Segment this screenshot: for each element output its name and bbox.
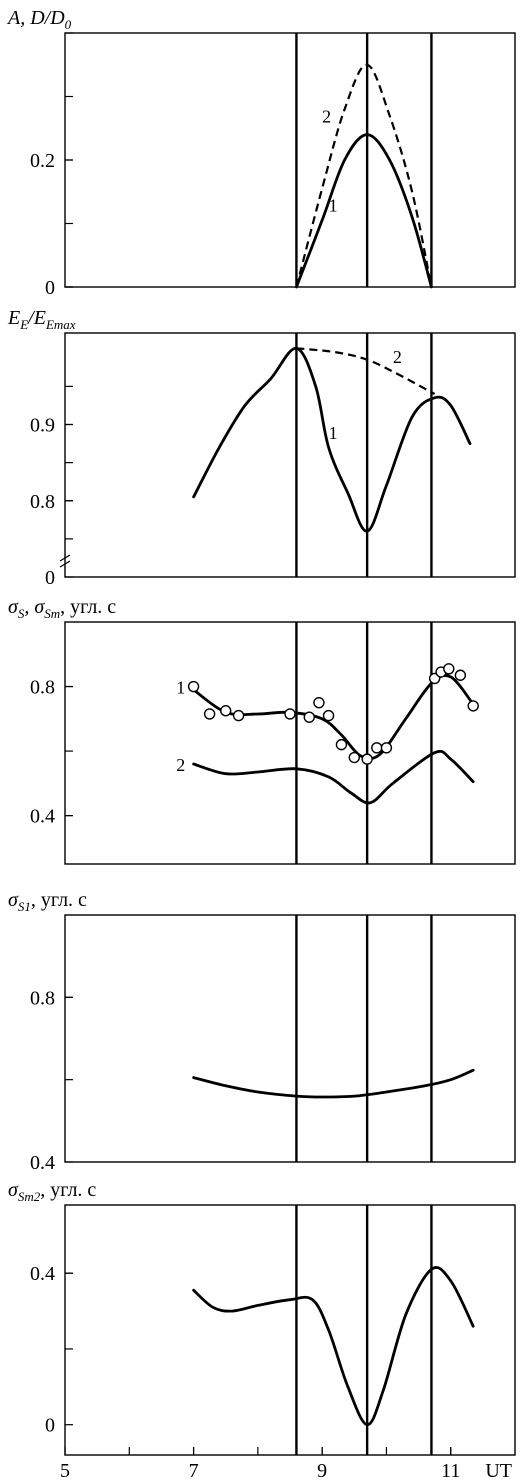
title-part-title_tail: , угл. с <box>60 596 116 618</box>
plot-frame <box>64 32 516 288</box>
title-part-title_tail: , угл. с <box>31 889 87 911</box>
data-point <box>335 738 348 751</box>
data-point <box>303 711 315 723</box>
y-tick-label: 0.2 <box>30 150 55 172</box>
plot-frame <box>64 621 516 865</box>
y-tick-label: 0.4 <box>30 1263 55 1285</box>
panel-title: σS, σSm, угл. с <box>8 596 116 621</box>
data-point <box>454 669 467 681</box>
title-part-title_sub2: Sm <box>44 606 60 621</box>
curve-label: 1 <box>176 678 185 698</box>
y-tick-label: 0 <box>45 1415 55 1437</box>
x-tick-label: 5 <box>60 1460 70 1481</box>
data-point <box>313 696 325 709</box>
plot-frame <box>64 1204 516 1456</box>
title-part-title_mid: , σ <box>24 596 45 618</box>
y-tick-label: 0.8 <box>30 491 55 513</box>
series-line-2 <box>295 63 433 288</box>
series-line-1 <box>192 1068 475 1099</box>
title-part-title_sub: Sm2 <box>18 1189 41 1204</box>
data-point <box>361 753 373 765</box>
title-part-title: A, D/D <box>6 7 65 29</box>
x-tick-label: 7 <box>189 1460 199 1481</box>
title-part-title_sub: S <box>18 606 25 621</box>
title-part-title_sub2: E <box>45 317 54 332</box>
data-point <box>284 708 296 720</box>
y-tick-label: 0 <box>45 567 55 589</box>
series-line-2 <box>192 749 475 805</box>
title-part-title_sub3: max <box>54 317 76 332</box>
axis-break-mark <box>59 554 71 562</box>
y-tick-label: 0 <box>45 277 55 299</box>
y-tick-label: 0.4 <box>30 806 55 828</box>
data-point <box>371 742 383 754</box>
y-tick-label: 0.8 <box>30 987 55 1009</box>
curve-label: 1 <box>329 195 338 215</box>
data-point <box>322 709 335 722</box>
title-part-title: E <box>7 307 20 329</box>
y-tick-label: 0.4 <box>30 1152 55 1174</box>
data-point <box>220 705 232 717</box>
title-part-title_mid: /E <box>27 307 46 329</box>
data-point <box>348 751 360 764</box>
panel-5: σSm2, угл. с 0 0.4 5 7 9 11 UT <box>8 1179 516 1481</box>
title-part-title_tail: , угл. с <box>40 1179 96 1201</box>
panel-3: σS, σSm, угл. с 0.4 0.8 1 2 <box>8 596 516 865</box>
title-part-title_sub: E <box>19 317 28 332</box>
data-point <box>467 700 479 712</box>
x-tick-label: 9 <box>317 1460 327 1481</box>
panel-title: σSm2, угл. с <box>8 1179 96 1204</box>
data-point <box>203 708 216 720</box>
curve-label: 2 <box>393 347 402 367</box>
plot-frame <box>64 332 516 578</box>
curve-label: 1 <box>329 423 338 443</box>
axis-break-mark <box>59 560 71 568</box>
x-tick-label: 11 <box>441 1460 460 1481</box>
title-part-title: σ <box>8 1179 19 1201</box>
title-part-title_sub: S1 <box>18 899 31 914</box>
curve-label: 2 <box>322 107 331 127</box>
data-point <box>443 663 455 675</box>
y-tick-label: 0.8 <box>30 677 55 699</box>
panel-title: EE/EEmax <box>7 307 76 332</box>
series-line-1 <box>192 1266 475 1427</box>
plot-frame <box>64 914 516 1163</box>
title-part-title: σ <box>8 596 19 618</box>
data-point <box>380 742 393 754</box>
panel-4: σS1, угл. с 0.4 0.8 <box>8 889 516 1174</box>
series-line-2 <box>296 347 436 395</box>
title-part-title_sub: 0 <box>65 17 72 32</box>
title-part-title: σ <box>8 889 19 911</box>
series-line-1 <box>295 133 433 289</box>
panel-title: A, D/D0 <box>6 7 72 32</box>
y-tick-label: 0.9 <box>30 415 55 437</box>
data-point <box>187 680 200 693</box>
panel-title: σS1, угл. с <box>8 889 87 914</box>
x-axis-label: UT <box>485 1460 512 1481</box>
series-line-1 <box>192 346 472 533</box>
data-point <box>232 709 245 722</box>
curve-label: 2 <box>176 755 185 775</box>
